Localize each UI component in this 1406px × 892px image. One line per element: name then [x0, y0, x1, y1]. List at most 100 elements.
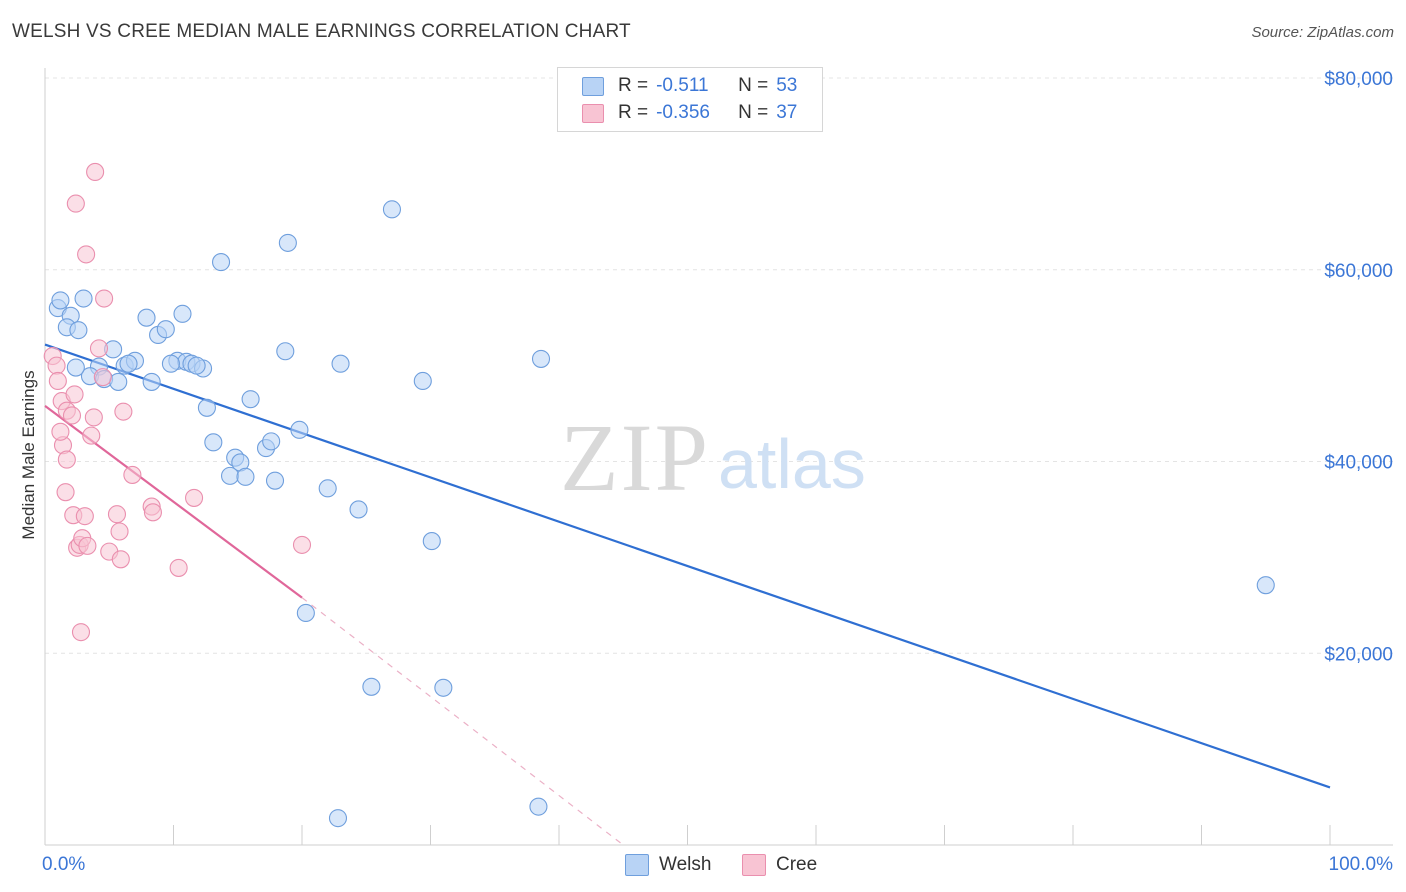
welsh-trend-line	[44, 343, 1331, 789]
welsh-point-33	[278, 233, 297, 252]
welsh-point-13	[137, 308, 156, 327]
cree-n-label: N =	[738, 102, 769, 123]
welsh-point-40	[362, 677, 381, 696]
welsh-point-39	[349, 500, 368, 519]
watermark: ZIP atlas	[560, 404, 866, 511]
welsh-point-43	[422, 532, 441, 551]
cree-point-34	[86, 162, 105, 182]
welsh-point-28	[241, 390, 260, 409]
welsh-point-12	[142, 372, 161, 391]
welsh-point-4	[69, 321, 88, 340]
cree-point-21	[95, 289, 114, 308]
cree-point-26	[114, 402, 133, 421]
legend-row-welsh: R = -0.511 N = 53	[582, 73, 797, 99]
cree-point-17	[82, 426, 101, 445]
bottom-legend-welsh: Welsh	[625, 852, 711, 878]
bottom-cree-label: Cree	[776, 854, 818, 875]
bottom-cree-swatch	[742, 854, 766, 876]
y-tick-label-80000: $80,000	[1324, 69, 1393, 90]
welsh-point-49	[66, 358, 85, 377]
welsh-point-51	[161, 354, 180, 373]
cree-point-2	[48, 371, 67, 391]
cree-point-14	[75, 507, 94, 526]
source-label: Source: ZipAtlas.com	[1251, 24, 1394, 41]
cree-point-23	[107, 505, 127, 524]
cree-point-35	[292, 535, 312, 554]
x-tick-label-100: 100.0%	[1329, 854, 1394, 875]
welsh-point-21	[197, 398, 216, 417]
welsh-point-16	[173, 304, 192, 323]
cree-point-24	[110, 522, 129, 541]
welsh-point-36	[318, 479, 337, 498]
cree-r-value: -0.356	[656, 102, 710, 123]
cree-point-19	[89, 339, 109, 358]
cree-point-33	[77, 245, 96, 264]
welsh-point-23	[211, 253, 231, 272]
y-tick-label-20000: $20,000	[1324, 644, 1393, 665]
welsh-point-47	[1256, 576, 1275, 595]
cree-point-20	[93, 368, 112, 387]
legend-row-cree: R = -0.356 N = 37	[582, 100, 797, 126]
bottom-welsh-swatch	[625, 854, 649, 876]
cree-swatch	[582, 103, 604, 123]
welsh-point-37	[328, 809, 348, 828]
y-axis-label: Median Male Earnings	[19, 370, 38, 539]
welsh-point-50	[119, 354, 138, 373]
correlation-legend: R = -0.511 N = 53 R = -0.356 N = 37	[557, 67, 823, 132]
cree-point-31	[185, 488, 204, 507]
welsh-point-52	[187, 356, 206, 375]
cree-point-1	[47, 356, 66, 375]
cree-point-16	[71, 623, 91, 642]
cree-point-6	[65, 385, 84, 404]
cree-point-8	[57, 450, 76, 469]
chart-title: WELSH VS CREE MEDIAN MALE EARNINGS CORRE…	[12, 21, 631, 42]
cree-n-value: 37	[776, 102, 798, 123]
cree-point-18	[84, 408, 103, 427]
welsh-point-31	[265, 471, 285, 490]
welsh-n-value: 53	[776, 75, 798, 96]
welsh-r-label: R =	[618, 75, 649, 96]
cree-point-15	[78, 536, 97, 555]
welsh-point-35	[296, 603, 315, 623]
welsh-r-value: -0.511	[656, 75, 709, 96]
cree-point-32	[66, 194, 85, 213]
welsh-n-label: N =	[738, 75, 769, 96]
welsh-swatch	[582, 76, 604, 96]
watermark-zip: ZIP	[560, 404, 710, 511]
cree-r-label: R =	[618, 102, 649, 123]
x-tick-label-0: 0.0%	[42, 854, 85, 875]
cree-point-36	[51, 422, 70, 441]
welsh-point-42	[413, 371, 432, 391]
gridlines	[45, 77, 1393, 654]
data-points	[43, 162, 1275, 828]
tick-labels: $20,000 $40,000 $60,000 $80,000 0.0% 100.0%	[42, 69, 1393, 875]
y-tick-label-40000: $40,000	[1324, 453, 1393, 474]
cree-point-25	[111, 550, 130, 569]
cree-point-5	[62, 406, 82, 425]
welsh-point-22	[204, 433, 223, 452]
welsh-point-1	[51, 291, 70, 310]
welsh-point-45	[529, 797, 548, 816]
watermark-atlas: atlas	[718, 425, 866, 503]
welsh-point-38	[331, 354, 350, 373]
cree-point-27	[123, 465, 142, 484]
cree-point-30	[169, 558, 188, 577]
welsh-point-32	[276, 342, 295, 361]
welsh-point-46	[531, 349, 551, 368]
cree-point-29	[143, 503, 162, 522]
welsh-point-15	[156, 320, 175, 339]
cree-trend-extension	[301, 597, 624, 846]
cree-point-9	[56, 483, 75, 502]
bottom-legend-cree: Cree	[742, 852, 817, 878]
welsh-point-34	[290, 420, 309, 439]
welsh-point-9	[109, 372, 128, 391]
axes	[44, 68, 1393, 846]
welsh-point-48	[74, 289, 93, 308]
welsh-point-27	[236, 467, 255, 486]
bottom-welsh-label: Welsh	[659, 854, 712, 875]
welsh-point-44	[434, 678, 453, 697]
welsh-point-41	[382, 200, 402, 219]
y-tick-label-60000: $60,000	[1324, 261, 1393, 282]
welsh-point-30	[262, 432, 281, 451]
